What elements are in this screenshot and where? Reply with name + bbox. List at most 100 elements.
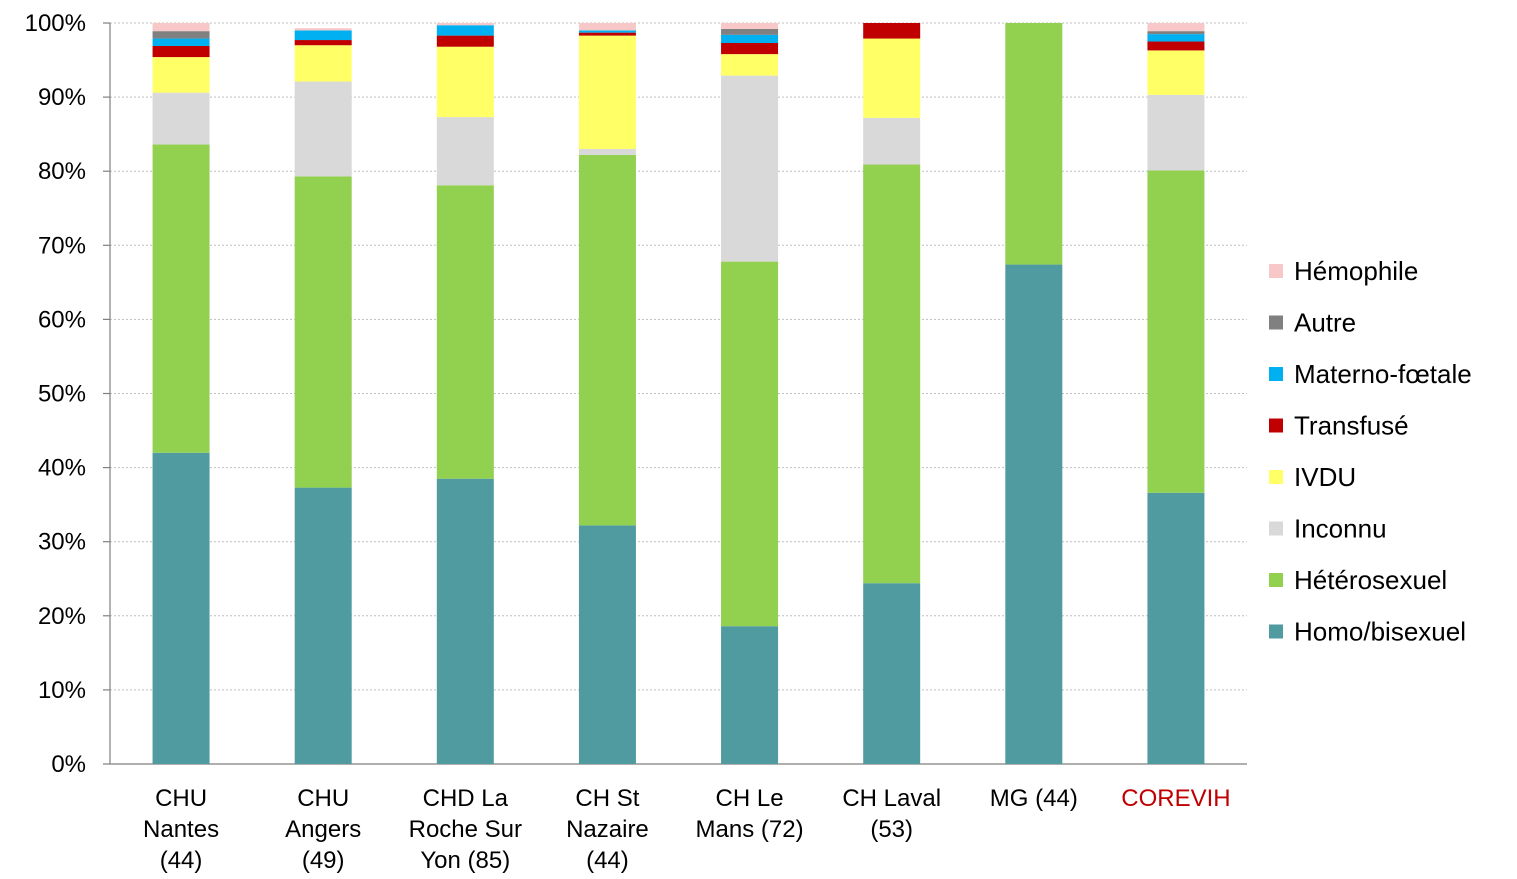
legend-item: IVDU xyxy=(1269,462,1356,492)
bar-segment xyxy=(1147,492,1205,764)
legend-label: Autre xyxy=(1294,308,1356,338)
bar-segment xyxy=(152,57,210,93)
bar-segment xyxy=(578,148,636,155)
bar-segment xyxy=(1147,50,1205,95)
bar-segment xyxy=(436,46,494,118)
legend-item: Transfusé xyxy=(1269,411,1409,441)
legend-label: Homo/bisexuel xyxy=(1294,617,1466,647)
bar-segment xyxy=(1147,34,1205,42)
legend-item: Materno-fœtale xyxy=(1269,359,1472,389)
x-tick-label: CHU Nantes (44) xyxy=(143,785,219,874)
bar-segment xyxy=(863,38,921,118)
x-tick-label: CHU Angers (49) xyxy=(285,785,361,874)
bar-segment xyxy=(721,626,779,764)
x-tick-label-line: CH Le xyxy=(716,785,784,812)
bar-segment xyxy=(721,23,779,29)
x-tick-label-line: (49) xyxy=(302,847,345,874)
bar-segment xyxy=(578,35,636,149)
x-tick-label-line: MG (44) xyxy=(990,785,1078,812)
x-tick-label-line: (44) xyxy=(586,847,629,874)
legend-label: Transfusé xyxy=(1294,411,1409,441)
bar-segment xyxy=(436,23,494,26)
bar-segment xyxy=(436,25,494,36)
y-tick-label: 70% xyxy=(38,232,86,259)
bar-segment xyxy=(863,164,921,584)
x-tick-label-line: CH St xyxy=(575,785,639,812)
legend-label: Hétérosexuel xyxy=(1294,565,1447,595)
legend-label: Inconnu xyxy=(1294,514,1387,544)
y-tick-label: 10% xyxy=(38,677,86,704)
legend-swatch xyxy=(1269,264,1283,278)
bar-segment xyxy=(152,38,210,46)
y-tick-label: 40% xyxy=(38,455,86,482)
x-tick-label-line: COREVIH xyxy=(1121,785,1230,812)
bar-segment xyxy=(863,117,921,165)
bar-segment xyxy=(436,35,494,47)
y-tick-label: 60% xyxy=(38,306,86,333)
x-tick-label-line: CHD La xyxy=(423,785,509,812)
legend-label: IVDU xyxy=(1294,462,1356,492)
legend-label: Hémophile xyxy=(1294,256,1418,286)
legend-item: Homo/bisexuel xyxy=(1269,617,1466,647)
legend-item: Hétérosexuel xyxy=(1269,565,1447,595)
bar-segment xyxy=(294,487,352,764)
bar-segment xyxy=(578,30,636,33)
y-tick-label: 90% xyxy=(38,84,86,111)
bar-segment xyxy=(294,176,352,488)
bar-segment xyxy=(294,40,352,46)
x-tick-label-line: Mans (72) xyxy=(696,816,804,843)
x-tick-label-line: (53) xyxy=(870,816,913,843)
y-tick-label: 30% xyxy=(38,529,86,556)
legend-item: Autre xyxy=(1269,308,1356,338)
bar-segment xyxy=(436,117,494,186)
x-tick-label: COREVIH xyxy=(1121,785,1230,812)
bar-segment xyxy=(721,75,779,262)
bar-segment xyxy=(578,154,636,526)
bar-segment xyxy=(578,32,636,36)
bar-segment xyxy=(294,81,352,177)
bar-segment xyxy=(1147,31,1205,35)
bar-segment xyxy=(294,28,352,31)
bar-segment xyxy=(1147,23,1205,32)
y-tick-label: 100% xyxy=(25,10,86,37)
x-tick-label-line: CH Laval xyxy=(842,785,941,812)
legend-swatch xyxy=(1269,315,1283,330)
bar-segment xyxy=(294,30,352,41)
x-axis-ticks: CHU Nantes (44) CHU Angers (49) CHD La Roche Su… xyxy=(143,785,1231,874)
bar-segment xyxy=(578,525,636,764)
legend-item: Hémophile xyxy=(1269,256,1418,286)
bar-segment xyxy=(721,261,779,627)
legend-swatch xyxy=(1269,573,1283,587)
legend: Hémophile Autre Materno-fœtale Transfusé IVD… xyxy=(1269,256,1472,647)
legend-label: Materno-fœtale xyxy=(1294,359,1472,389)
legend-swatch xyxy=(1269,470,1283,484)
x-tick-label-line: (44) xyxy=(160,847,203,874)
bar-segment xyxy=(152,92,210,145)
x-tick-label: MG (44) xyxy=(990,785,1078,812)
legend-swatch xyxy=(1269,367,1283,381)
bar-segment xyxy=(721,43,779,55)
bar-segment xyxy=(436,478,494,764)
bar-segment xyxy=(578,23,636,31)
x-tick-label: CHD La Roche Sur Yon (85) xyxy=(409,785,522,874)
x-tick-label: CH Le Mans (72) xyxy=(696,785,804,843)
x-tick-label-line: Roche Sur xyxy=(409,816,522,843)
bar-segment xyxy=(721,54,779,76)
x-tick-label-line: Nantes xyxy=(143,816,219,843)
bar-segment xyxy=(863,583,921,764)
x-tick-label-line: CHU xyxy=(297,785,349,812)
bar-segment xyxy=(1005,264,1063,764)
legend-swatch xyxy=(1269,418,1283,433)
x-tick-label: CH Laval (53) xyxy=(842,785,941,843)
bar-segment xyxy=(152,452,210,764)
bar-segment xyxy=(294,45,352,82)
bar-segment xyxy=(721,34,779,44)
x-tick-label-line: Nazaire xyxy=(566,816,649,843)
y-tick-label: 80% xyxy=(38,158,86,185)
legend-swatch xyxy=(1269,521,1283,536)
legend-item: Inconnu xyxy=(1269,514,1387,544)
y-tick-label: 20% xyxy=(38,603,86,630)
bar-segment xyxy=(1147,170,1205,493)
bar-segment xyxy=(1005,23,1063,265)
